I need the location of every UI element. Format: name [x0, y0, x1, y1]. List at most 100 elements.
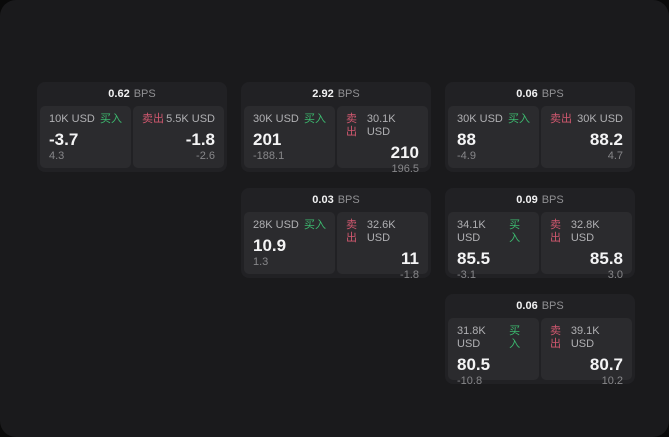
sell-amount: 32.6K USD: [366, 219, 396, 244]
buy-panel-top: 10K USD 买入: [49, 113, 122, 126]
buy-panel-top: 30K USD 买入: [457, 113, 530, 126]
card-header: 0.06 BPS: [448, 82, 632, 106]
sell-side-label: 卖出: [550, 219, 561, 244]
buy-amount: 30K USD: [457, 113, 503, 125]
sell-panel-top: 卖出 32.8K USD: [550, 219, 623, 245]
quote-card: 0.03 BPS 28K USD 买入 10.9 1.3 卖出 32.6K US…: [241, 188, 431, 281]
sell-side-label: 卖出: [550, 325, 561, 350]
quote-panels: 34.1K USD 买入 85.5 -3.1 卖出 32.8K USD 85.8…: [448, 212, 632, 281]
sell-panel[interactable]: 卖出 5.5K USD -1.8 -2.6: [133, 106, 224, 168]
bps-value: 0.06: [516, 300, 538, 312]
sell-panel[interactable]: 卖出 32.6K USD 11 -1.8: [337, 212, 428, 281]
sell-panel[interactable]: 卖出 30K USD 88.2 4.7: [541, 106, 632, 168]
sell-amount: 39.1K USD: [570, 325, 600, 350]
bps-suffix-label: BPS: [133, 88, 156, 100]
buy-price: -3.7: [49, 130, 79, 149]
buy-panel[interactable]: 28K USD 买入 10.9 1.3: [244, 212, 335, 274]
card-header: 0.62 BPS: [40, 82, 224, 106]
quote-panels: 10K USD 买入 -3.7 4.3 卖出 5.5K USD -1.8 -2.…: [40, 106, 224, 168]
quote-card: 0.06 BPS 31.8K USD 买入 80.5 -10.8 卖出 39.1…: [445, 294, 635, 387]
buy-panel-top: 31.8K USD 买入: [457, 325, 530, 351]
sell-panel[interactable]: 卖出 39.1K USD 80.7 10.2: [541, 318, 632, 387]
buy-price: 88: [457, 130, 476, 149]
bps-suffix-label: BPS: [541, 194, 564, 206]
bps-value: 0.03: [312, 194, 334, 206]
bps-value: 0.62: [108, 88, 130, 100]
sell-panel-top: 卖出 39.1K USD: [550, 325, 623, 351]
sell-delta: 3.0: [607, 269, 623, 281]
sell-delta: -1.8: [400, 269, 419, 281]
buy-side-label: 买入: [304, 113, 326, 125]
bps-suffix-label: BPS: [337, 194, 360, 206]
buy-panel-top: 30K USD 买入: [253, 113, 326, 126]
sell-amount: 30K USD: [577, 113, 623, 125]
quote-card: 0.06 BPS 30K USD 买入 88 -4.9 卖出 30K USD 8…: [445, 82, 635, 172]
buy-price: 80.5: [457, 355, 491, 374]
bps-suffix-label: BPS: [337, 88, 360, 100]
buy-amount: 30K USD: [253, 113, 299, 125]
sell-panel-top: 卖出 32.6K USD: [346, 219, 419, 245]
buy-amount: 28K USD: [253, 219, 299, 231]
sell-delta: -2.6: [196, 150, 215, 162]
sell-price: 210: [390, 143, 419, 162]
buy-amount: 10K USD: [49, 113, 95, 125]
sell-side-label: 卖出: [346, 219, 357, 244]
quote-panels: 31.8K USD 买入 80.5 -10.8 卖出 39.1K USD 80.…: [448, 318, 632, 387]
bps-value: 2.92: [312, 88, 334, 100]
quote-panels: 30K USD 买入 88 -4.9 卖出 30K USD 88.2 4.7: [448, 106, 632, 168]
buy-side-label: 买入: [509, 219, 521, 244]
card-header: 2.92 BPS: [244, 82, 428, 106]
sell-price: 88.2: [589, 130, 623, 149]
sell-panel-top: 卖出 30.1K USD: [346, 113, 419, 139]
buy-side-label: 买入: [100, 113, 122, 125]
sell-panel-top: 卖出 5.5K USD: [142, 113, 215, 126]
sell-panel-top: 卖出 30K USD: [550, 113, 623, 126]
buy-panel-top: 28K USD 买入: [253, 219, 326, 232]
buy-delta: 4.3: [49, 150, 65, 162]
buy-side-label: 买入: [509, 325, 521, 350]
sell-price: 85.8: [589, 249, 623, 268]
bps-suffix-label: BPS: [541, 88, 564, 100]
buy-side-label: 买入: [304, 219, 326, 231]
buy-delta: -4.9: [457, 150, 476, 162]
sell-price: 11: [401, 249, 419, 268]
buy-panel[interactable]: 34.1K USD 买入 85.5 -3.1: [448, 212, 539, 281]
card-header: 0.09 BPS: [448, 188, 632, 212]
quote-cards-grid: 0.62 BPS 10K USD 买入 -3.7 4.3 卖出 5.5K USD…: [37, 82, 635, 387]
buy-delta: -10.8: [457, 375, 483, 387]
bps-value: 0.09: [516, 194, 538, 206]
sell-panel[interactable]: 卖出 32.8K USD 85.8 3.0: [541, 212, 632, 281]
sell-side-label: 卖出: [142, 113, 164, 125]
sell-amount: 32.8K USD: [570, 219, 600, 244]
buy-delta: -3.1: [457, 269, 476, 281]
quote-panels: 30K USD 买入 201 -188.1 卖出 30.1K USD 210 1…: [244, 106, 428, 175]
sell-delta: 10.2: [601, 375, 623, 387]
buy-panel-top: 34.1K USD 买入: [457, 219, 530, 245]
buy-panel[interactable]: 31.8K USD 买入 80.5 -10.8: [448, 318, 539, 387]
sell-price: -1.8: [185, 130, 215, 149]
buy-side-label: 买入: [508, 113, 530, 125]
buy-price: 10.9: [253, 236, 287, 255]
quote-panels: 28K USD 买入 10.9 1.3 卖出 32.6K USD 11 -1.8: [244, 212, 428, 281]
buy-panel[interactable]: 30K USD 买入 201 -188.1: [244, 106, 335, 168]
sell-side-label: 卖出: [346, 113, 357, 138]
card-header: 0.03 BPS: [244, 188, 428, 212]
buy-amount: 34.1K USD: [457, 219, 486, 244]
buy-panel[interactable]: 10K USD 买入 -3.7 4.3: [40, 106, 131, 168]
sell-side-label: 卖出: [550, 113, 572, 125]
buy-delta: -188.1: [253, 150, 285, 162]
quote-card: 0.09 BPS 34.1K USD 买入 85.5 -3.1 卖出 32.8K…: [445, 188, 635, 281]
bps-suffix-label: BPS: [541, 300, 564, 312]
sell-panel[interactable]: 卖出 30.1K USD 210 196.5: [337, 106, 428, 175]
card-header: 0.06 BPS: [448, 294, 632, 318]
buy-delta: 1.3: [253, 256, 269, 268]
buy-amount: 31.8K USD: [457, 325, 486, 350]
buy-panel[interactable]: 30K USD 买入 88 -4.9: [448, 106, 539, 168]
sell-delta: 196.5: [391, 163, 419, 175]
sell-price: 80.7: [589, 355, 623, 374]
quote-card: 2.92 BPS 30K USD 买入 201 -188.1 卖出 30.1K …: [241, 82, 431, 175]
sell-delta: 4.7: [607, 150, 623, 162]
buy-price: 201: [253, 130, 282, 149]
sell-amount: 5.5K USD: [166, 113, 215, 125]
